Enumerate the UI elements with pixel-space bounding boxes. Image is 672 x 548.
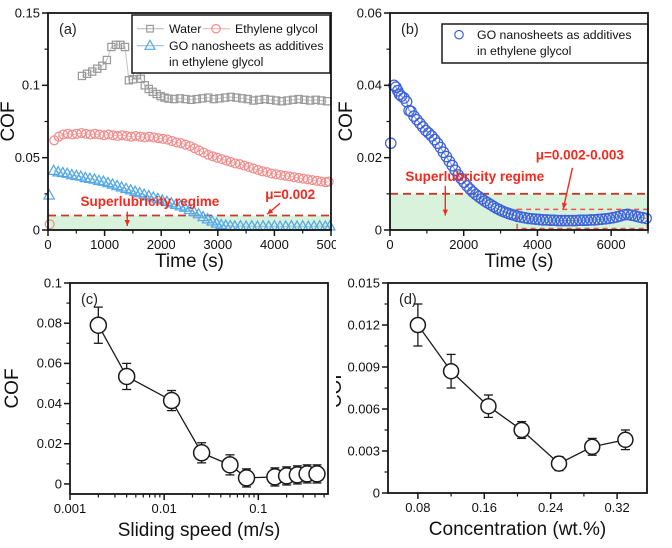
y-tick-label: 0.1 [44, 275, 62, 290]
x-tick-label: 0.16 [472, 500, 497, 515]
y-tick-label: 0 [375, 222, 382, 237]
legend-a: Water Ethylene glycol GO nanosheets as add… [131, 14, 331, 74]
y-tick-label: 0.003 [347, 443, 380, 458]
panel-b-cof-vs-time-go: Superlubricity regime μ=0.002-0.003 (b) GO … [336, 0, 672, 274]
x-tick-label: 1000 [90, 237, 119, 252]
y-tick-label: 0.1 [22, 78, 40, 93]
legend-b: GO nanosheets as additives in ethylene gl… [441, 23, 649, 64]
y-axis-title: COF [0, 101, 19, 141]
y-axis-title: COF [2, 368, 23, 408]
plot-border [69, 282, 329, 495]
x-axis-title: Time (s) [155, 251, 224, 272]
annotation: μ=0.002 [265, 187, 315, 202]
y-tick-label: 0.006 [347, 401, 380, 416]
y-tick-label: 0.08 [37, 315, 62, 330]
x-tick-label: 2000 [449, 237, 478, 252]
x-tick-label: 6000 [597, 237, 626, 252]
y-tick-label: 0.05 [15, 150, 40, 165]
panel-d-cof-vs-concentration: (d) 0.08 0.16 0.24 0.32 0 0.003 0.006 0.009 0.012… [336, 274, 672, 548]
series-a-1 [44, 128, 334, 230]
x-tick-label: 4000 [523, 237, 552, 252]
panel-tag-d: (d) [399, 292, 417, 308]
series-a-2 [42, 163, 336, 231]
x-tick-label: 0.32 [604, 500, 629, 515]
legend-label: Water [169, 22, 201, 36]
x-tick-label: 0 [44, 237, 51, 252]
y-tick-label: 0.02 [357, 150, 382, 165]
chart-svg-d: (d) 0.08 0.16 0.24 0.32 0 0.003 0.006 0.009 0.012… [336, 275, 648, 540]
legend-label: GO nanosheets as additives [477, 28, 632, 42]
panel-c-cof-vs-sliding-speed: (c) 0.001 0.01 0.1 0 0.02 0.04 0.06 0.08 0.1 Slidi… [0, 274, 336, 548]
legend-label: in ethylene glycol [477, 44, 571, 58]
y-tick-label: 0.06 [37, 356, 62, 371]
plot-border [387, 282, 648, 494]
y-tick-label: 0.012 [347, 317, 380, 332]
annotation: Superlubricity regime [80, 194, 219, 209]
y-tick-label: 0.15 [15, 5, 40, 20]
annotation: Superlubricity regime [405, 169, 544, 184]
y-tick-label: 0.02 [37, 436, 62, 451]
chart-svg-c: (c) 0.001 0.01 0.1 0 0.02 0.04 0.06 0.08 0.1 Slidi… [2, 275, 329, 541]
y-tick-label: 0 [55, 476, 62, 491]
panel-tag-a: (a) [59, 22, 77, 38]
x-tick-label: 0.01 [151, 501, 176, 516]
x-axis-title: Time (s) [485, 251, 554, 272]
chart-svg-b: Superlubricity regime μ=0.002-0.003 (b) GO … [336, 5, 652, 272]
x-tick-label: 0.001 [54, 501, 87, 516]
chart-svg-a: Superlubricity regime μ=0.002 (a) Water Ethy… [0, 5, 336, 272]
y-tick-label: 0.06 [357, 5, 382, 20]
y-axis-title: COF [336, 368, 346, 408]
y-tick-label: 0 [373, 485, 380, 500]
series-d-0 [409, 303, 634, 472]
x-tick-label: 0.24 [538, 500, 563, 515]
superlubricity-shade [48, 215, 331, 230]
legend-label: Ethylene glycol [235, 22, 318, 36]
x-tick-label: 4000 [260, 237, 289, 252]
x-tick-label: 2000 [147, 237, 176, 252]
y-tick-label: 0 [33, 222, 40, 237]
x-axis-title: Sliding speed (m/s) [118, 520, 281, 541]
y-tick-label: 0.009 [347, 359, 380, 374]
series-c-0 [89, 306, 326, 488]
panel-tag-b: (b) [401, 22, 419, 38]
panel-a-cof-vs-time: Superlubricity regime μ=0.002 (a) Water Ethy… [0, 0, 336, 274]
x-tick-label: 0.1 [249, 501, 267, 516]
y-axis-title: COF [336, 101, 357, 141]
x-tick-label: 0 [386, 237, 393, 252]
x-axis-title: Concentration (wt.%) [429, 519, 606, 540]
panel-tag-c: (c) [81, 292, 98, 308]
annotation: μ=0.002-0.003 [536, 147, 625, 162]
x-tick-label: 3000 [203, 237, 232, 252]
y-tick-label: 0.04 [37, 396, 62, 411]
y-tick-label: 0.015 [347, 275, 380, 290]
x-tick-label: 0.08 [405, 500, 430, 515]
series-a-0 [77, 40, 332, 106]
y-tick-label: 0.04 [357, 78, 382, 93]
legend-label: GO nanosheets as additives [169, 39, 324, 53]
legend-label: in ethylene glycol [169, 55, 263, 69]
